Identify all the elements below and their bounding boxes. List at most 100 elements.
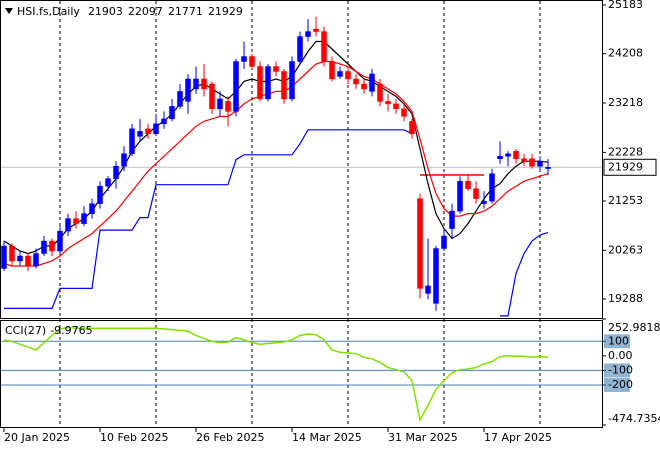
candle-body — [521, 158, 527, 162]
candle-body — [257, 66, 263, 100]
candle-body — [417, 198, 423, 289]
candle-body — [481, 200, 487, 204]
candle-body — [289, 61, 295, 100]
candle-body — [241, 56, 247, 62]
last-price-box — [603, 158, 657, 176]
candle-body — [489, 173, 495, 202]
candle-body — [321, 31, 327, 62]
x-tick-label: 17 Apr 2025 — [484, 431, 552, 444]
candle-body — [393, 103, 399, 110]
open-value: 21903 — [88, 5, 123, 18]
candle-body — [377, 83, 383, 102]
cci-level-box — [604, 334, 630, 349]
candle-body — [161, 118, 167, 125]
candle-body — [425, 285, 431, 294]
candle-body — [81, 213, 87, 224]
candle-body — [505, 153, 511, 157]
candle-body — [89, 203, 95, 214]
cci-y-tick-label: -474.7354 — [608, 412, 660, 425]
cci-y-tick-label: -100 — [608, 363, 633, 376]
candle-body — [169, 106, 175, 120]
candle-body — [449, 210, 455, 229]
y-tick-label: 25183 — [608, 0, 643, 11]
candle-body — [25, 255, 31, 267]
candle-body — [249, 56, 255, 67]
cci-level-box — [604, 377, 630, 392]
candle-body — [73, 218, 79, 224]
cci-level-box — [604, 363, 630, 378]
candle-body — [385, 101, 391, 105]
candle-body — [137, 131, 143, 137]
candle-body — [305, 31, 311, 37]
candle-body — [185, 78, 191, 102]
candle-body — [545, 167, 551, 169]
cci-line — [3, 326, 549, 423]
candle-body — [329, 61, 335, 80]
candle-body — [497, 156, 503, 160]
candle-body — [433, 248, 439, 304]
last-price-label: 21929 — [608, 160, 643, 173]
candle-body — [217, 98, 223, 110]
x-tick-label: 10 Feb 2025 — [100, 431, 168, 444]
candle-body — [153, 123, 159, 135]
indicator-line — [3, 60, 549, 267]
y-tick-label: 19288 — [608, 292, 643, 305]
candle-body — [65, 218, 71, 232]
candle-body — [345, 71, 351, 80]
y-tick-label: 23218 — [608, 96, 643, 109]
candle-body — [361, 83, 367, 90]
candle-body — [49, 240, 55, 252]
candle-body — [473, 188, 479, 199]
x-tick-label: 31 Mar 2025 — [388, 431, 458, 444]
cci-value: -9.9765 — [50, 324, 92, 337]
candle-body — [273, 66, 279, 72]
candle-body — [193, 78, 199, 90]
candle-body — [409, 121, 415, 135]
candle-body — [233, 61, 239, 112]
candle-body — [201, 78, 207, 90]
candle-body — [297, 36, 303, 62]
cci-y-tick-label: 252.9818 — [608, 321, 660, 334]
cci-panel-frame — [0, 320, 603, 428]
indicator-line — [4, 129, 549, 317]
y-tick-label: 24208 — [608, 47, 643, 60]
candle-body — [105, 178, 111, 187]
x-tick-label: 14 Mar 2025 — [292, 431, 362, 444]
candle-body — [209, 83, 215, 110]
candle-body — [537, 160, 543, 167]
symbol: HSI.fs,Daily — [17, 5, 80, 18]
candle-body — [529, 158, 535, 167]
y-tick-label: 22228 — [608, 145, 643, 158]
candle-body — [441, 235, 447, 249]
low-value: 21771 — [168, 5, 203, 18]
price-panel-frame — [0, 0, 603, 319]
candle-body — [265, 66, 271, 100]
high-value: 22097 — [128, 5, 163, 18]
candle-body — [33, 253, 39, 267]
cci-y-tick-label: -200 — [608, 378, 633, 391]
candle-body — [113, 165, 119, 179]
candle-body — [177, 91, 183, 107]
y-tick-label: 21253 — [608, 194, 643, 207]
candle-body — [353, 78, 359, 85]
candle-body — [281, 71, 287, 100]
candle-body — [121, 153, 127, 167]
candle-body — [9, 245, 15, 262]
candle-body — [513, 151, 519, 160]
candle-body — [225, 101, 231, 112]
cci-y-tick-label: 100 — [608, 334, 629, 347]
x-tick-label: 20 Jan 2025 — [4, 431, 70, 444]
close-value: 21929 — [208, 5, 243, 18]
x-tick-label: 26 Feb 2025 — [196, 431, 264, 444]
candle-body — [97, 185, 103, 204]
candle-body — [337, 71, 343, 77]
cci-name: CCI(27) — [5, 324, 46, 337]
candle-body — [1, 245, 7, 269]
candle-body — [457, 180, 463, 212]
plot — [1, 16, 551, 423]
collapse-icon[interactable] — [5, 8, 13, 14]
candle-body — [17, 255, 23, 262]
y-tick-label: 20263 — [608, 243, 643, 256]
